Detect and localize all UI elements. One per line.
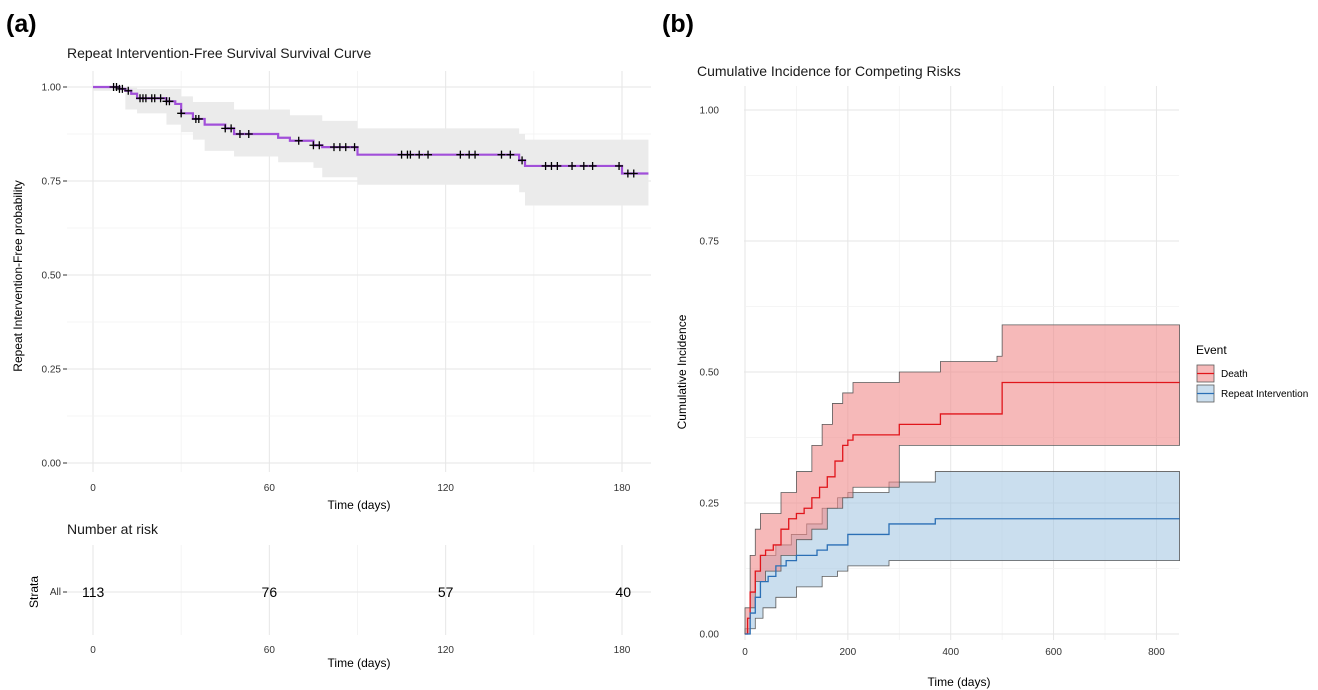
survival-ci-band (93, 87, 649, 206)
censor-mark (341, 143, 350, 152)
legend-label: Death (1221, 369, 1248, 380)
risk-count: 76 (262, 584, 278, 600)
censor-mark (553, 161, 562, 170)
censor-mark (579, 161, 588, 170)
risk-table-axes: All 0 60 120 180 (50, 587, 631, 656)
cif-x-tick: 0 (742, 647, 748, 658)
cif-x-tick: 400 (942, 647, 959, 658)
cif-y-tick: 1.00 (700, 106, 720, 117)
censor-mark (194, 114, 203, 123)
risk-table: Number at risk 113 76 57 40 All 0 60 120 180 Ti… (27, 521, 651, 670)
risk-table-x-label: Time (days) (328, 656, 391, 670)
cif-x-label: Time (days) (928, 675, 991, 689)
censor-mark (615, 161, 624, 170)
censor-mark (629, 169, 638, 178)
risk-x-tick: 180 (614, 645, 631, 656)
survival-x-tick: 120 (437, 483, 454, 494)
cif-confidence-bands (744, 324, 1180, 635)
survival-y-tick: 0.75 (42, 177, 62, 188)
censor-mark (497, 150, 506, 159)
censor-mark (315, 141, 324, 150)
survival-axes: 0 60 120 180 0.00 0.25 0.50 0.75 1.00 (42, 83, 631, 495)
cif-y-tick: 0.00 (700, 630, 720, 641)
cif-line-repeat-intervention (745, 518, 1180, 635)
censor-mark (415, 150, 424, 159)
cif-axes: 0 200 400 600 800 0.00 0.25 0.50 0.75 1.00 (700, 106, 1166, 659)
cif-x-tick: 200 (840, 647, 857, 658)
risk-count: 113 (82, 584, 105, 600)
risk-table-grid (67, 545, 651, 635)
cif-x-tick: 600 (1045, 647, 1062, 658)
risk-table-y-label: Strata (27, 576, 41, 608)
cif-legend: Event Death Repeat Intervention (1196, 343, 1308, 403)
censor-mark (471, 150, 480, 159)
risk-table-values: 113 76 57 40 (82, 584, 631, 600)
survival-title: Repeat Intervention-Free Survival Surviv… (67, 45, 371, 61)
censor-mark (165, 97, 174, 106)
risk-count: 40 (615, 584, 631, 600)
survival-x-tick: 60 (264, 483, 276, 494)
censor-mark (244, 130, 253, 138)
censor-mark (156, 94, 165, 103)
cif-y-label: Cumulative Incidence (675, 314, 689, 429)
cif-y-tick: 0.75 (700, 237, 720, 248)
censor-mark (227, 124, 236, 133)
censor-mark (406, 150, 415, 159)
cif-y-tick: 0.25 (700, 499, 720, 510)
censor-mark (456, 150, 465, 159)
legend-label: Repeat Intervention (1221, 389, 1308, 400)
survival-x-tick: 0 (90, 483, 96, 494)
censor-mark (177, 109, 186, 118)
censor-mark (588, 161, 597, 170)
legend-items: Death Repeat Intervention (1196, 364, 1308, 403)
survival-y-tick: 0.00 (42, 459, 62, 470)
cif-band-death (744, 324, 1180, 635)
panel-label-a: (a) (6, 10, 37, 38)
risk-count: 57 (438, 584, 454, 600)
risk-x-tick: 0 (90, 645, 96, 656)
survival-y-tick: 0.25 (42, 365, 62, 376)
censor-mark (568, 161, 577, 170)
risk-strata-label: All (50, 587, 61, 598)
risk-table-title: Number at risk (67, 521, 159, 537)
survival-y-tick: 0.50 (42, 271, 62, 282)
survival-confidence-band (93, 87, 649, 206)
censor-mark (424, 150, 433, 159)
survival-y-tick: 1.00 (42, 83, 62, 94)
cif-lines (745, 381, 1180, 635)
risk-x-tick: 60 (264, 645, 276, 656)
censor-mark (294, 136, 303, 145)
survival-x-tick: 180 (614, 483, 631, 494)
survival-x-label: Time (days) (328, 498, 391, 512)
cif-title: Cumulative Incidence for Competing Risks (697, 63, 961, 79)
survival-chart: Repeat Intervention-Free Survival Surviv… (11, 45, 651, 512)
censor-mark (506, 150, 515, 159)
panel-label-b: (b) (662, 10, 694, 38)
survival-censor-marks (109, 83, 638, 178)
risk-x-tick: 120 (437, 645, 454, 656)
cif-x-tick: 800 (1148, 647, 1165, 658)
legend-title: Event (1196, 343, 1227, 357)
censor-mark (118, 84, 127, 93)
survival-y-label: Repeat Intervention-Free probability (11, 180, 25, 371)
censor-mark (518, 156, 527, 165)
censor-mark (350, 143, 359, 152)
censor-mark (124, 86, 133, 95)
cif-line-death (745, 381, 1180, 635)
cumulative-incidence-chart: Cumulative Incidence for Competing Risks… (675, 63, 1308, 689)
censor-mark (235, 130, 244, 138)
cif-y-tick: 0.50 (700, 368, 720, 379)
